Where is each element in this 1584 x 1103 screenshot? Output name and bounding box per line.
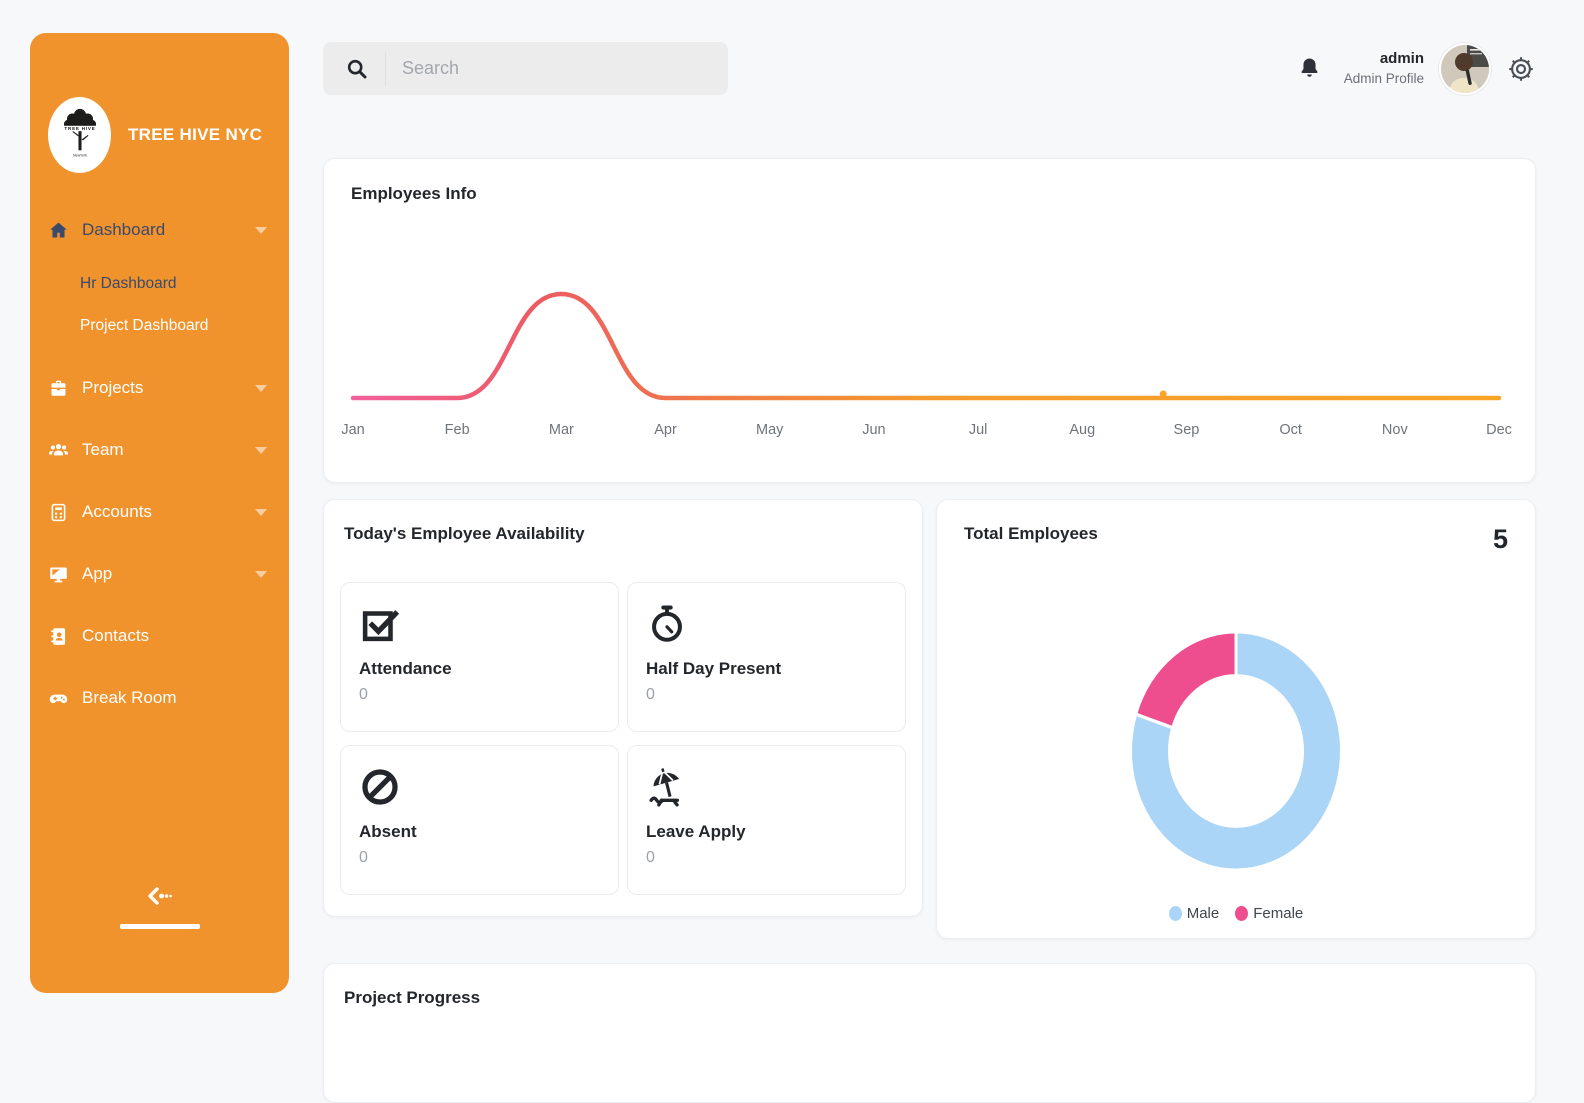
legend-label: Female <box>1253 905 1304 922</box>
project-progress-title: Project Progress <box>344 988 481 1007</box>
user-role: Admin Profile <box>1343 70 1424 86</box>
tile-label: Half Day Present <box>646 659 782 678</box>
donut-legend: Male Female <box>964 905 1508 922</box>
main-content: admin Admin Profile <box>323 0 1536 1103</box>
tile-leave-apply: Leave Apply 0 <box>627 745 906 895</box>
svg-text:Mar: Mar <box>549 422 574 438</box>
sidebar-item-dashboard[interactable]: Dashboard <box>30 199 289 261</box>
search-icon <box>345 57 369 81</box>
chevron-down-icon <box>255 384 267 392</box>
topbar: admin Admin Profile <box>323 42 1536 95</box>
svg-text:NewYork: NewYork <box>73 153 87 157</box>
calculator-icon <box>48 502 69 523</box>
svg-text:Aug: Aug <box>1069 422 1095 438</box>
sidebar-item-accounts[interactable]: Accounts <box>30 481 289 543</box>
users-icon <box>48 440 69 461</box>
legend-item-female[interactable]: Female <box>1235 905 1303 922</box>
sidebar-collapse[interactable] <box>30 885 289 929</box>
svg-text:Sep: Sep <box>1174 422 1200 438</box>
svg-text:Jan: Jan <box>341 422 364 438</box>
app-window-icon <box>48 564 69 585</box>
tree-logo-icon: TREE HIVE NewYork <box>48 97 111 173</box>
tile-absent: Absent 0 <box>340 745 619 895</box>
chevron-down-icon <box>255 446 267 454</box>
sidebar-item-label: Team <box>82 440 124 459</box>
tile-value: 0 <box>646 849 655 866</box>
sidebar-item-team[interactable]: Team <box>30 419 289 481</box>
tile-label: Attendance <box>359 659 452 678</box>
sidebar-item-label: Break Room <box>82 688 177 707</box>
search-box <box>323 42 728 95</box>
legend-dot <box>1168 906 1182 921</box>
sidebar-subitem-project-dashboard[interactable]: Project Dashboard <box>80 317 209 334</box>
chevron-down-icon <box>255 570 267 578</box>
project-progress-card: Project Progress <box>323 963 1536 1103</box>
tile-half-day: Half Day Present 0 <box>627 582 906 732</box>
brand-name: TREE HIVE NYC <box>128 125 263 144</box>
sidebar: TREE HIVE NewYork TREE HIVE NYC Dashboar… <box>30 33 289 993</box>
svg-text:Oct: Oct <box>1279 422 1302 438</box>
availability-tiles: Attendance 0 Half Day Present 0 <box>340 582 906 895</box>
employees-info-title: Employees Info <box>351 184 477 203</box>
svg-text:Jun: Jun <box>862 422 885 438</box>
legend-dot <box>1235 906 1249 921</box>
sidebar-item-label: Projects <box>82 378 144 397</box>
user-info: admin Admin Profile <box>1344 49 1424 87</box>
sidebar-item-app[interactable]: App <box>30 543 289 605</box>
sidebar-subitem-hr-dashboard[interactable]: Hr Dashboard <box>80 275 177 292</box>
total-employees-donut <box>964 627 1508 875</box>
svg-text:TREE HIVE: TREE HIVE <box>64 126 95 131</box>
check-square-icon <box>359 603 600 645</box>
bell-icon[interactable] <box>1298 56 1321 81</box>
total-employees-count: 5 <box>1492 524 1508 554</box>
tile-value: 0 <box>359 849 368 866</box>
tile-value: 0 <box>646 686 655 703</box>
sidebar-item-label: Dashboard <box>82 220 166 239</box>
availability-title: Today's Employee Availability <box>344 524 585 543</box>
sidebar-item-label: App <box>82 564 113 583</box>
availability-card: Today's Employee Availability Attendance… <box>323 499 923 917</box>
sidebar-item-label: Contacts <box>82 626 150 645</box>
home-icon <box>48 220 69 241</box>
sidebar-item-projects[interactable]: Projects <box>30 357 289 419</box>
legend-label: Male <box>1186 905 1220 922</box>
svg-text:Apr: Apr <box>654 422 677 438</box>
tile-value: 0 <box>359 686 368 703</box>
sidebar-item-contacts[interactable]: Contacts <box>30 605 289 667</box>
briefcase-icon <box>48 378 69 399</box>
ban-icon <box>359 766 600 808</box>
employees-info-card: Employees Info Jan Feb Mar Apr May Jun Jul Aug S… <box>323 158 1536 483</box>
svg-text:Dec: Dec <box>1486 422 1512 438</box>
brand: TREE HIVE NewYork TREE HIVE NYC <box>48 97 289 173</box>
svg-text:Jul: Jul <box>969 422 988 438</box>
collapse-left-icon <box>147 887 172 905</box>
address-book-icon <box>48 626 69 647</box>
chevron-down-icon <box>255 226 267 234</box>
stopwatch-icon <box>646 603 887 645</box>
total-employees-title: Total Employees <box>964 524 1098 543</box>
tile-attendance: Attendance 0 <box>340 582 619 732</box>
svg-text:May: May <box>756 422 784 438</box>
chevron-down-icon <box>255 508 267 516</box>
employees-info-chart: Jan Feb Mar Apr May Jun Jul Aug Sep Oct Nov Dec <box>341 218 1512 458</box>
beach-chair-icon <box>646 766 887 808</box>
svg-text:Feb: Feb <box>445 422 470 438</box>
sidebar-nav: Dashboard Hr Dashboard Project Dashboard… <box>30 199 289 729</box>
collapse-underline <box>119 924 200 929</box>
tile-label: Leave Apply <box>646 822 746 841</box>
svg-text:Nov: Nov <box>1382 422 1409 438</box>
legend-item-male[interactable]: Male <box>1168 905 1220 922</box>
tile-label: Absent <box>359 822 417 841</box>
avatar[interactable] <box>1439 42 1491 95</box>
topbar-right: admin Admin Profile <box>1298 42 1536 95</box>
gear-icon[interactable] <box>1506 54 1536 84</box>
search-input[interactable] <box>385 51 685 86</box>
sidebar-item-break-room[interactable]: Break Room <box>30 667 289 729</box>
user-name: admin <box>1379 50 1424 68</box>
dashboard-submenu: Hr Dashboard Project Dashboard <box>30 261 289 357</box>
sidebar-item-label: Accounts <box>82 502 152 521</box>
gamepad-icon <box>48 688 69 709</box>
total-employees-card: Total Employees 5 Male Female <box>936 499 1536 939</box>
